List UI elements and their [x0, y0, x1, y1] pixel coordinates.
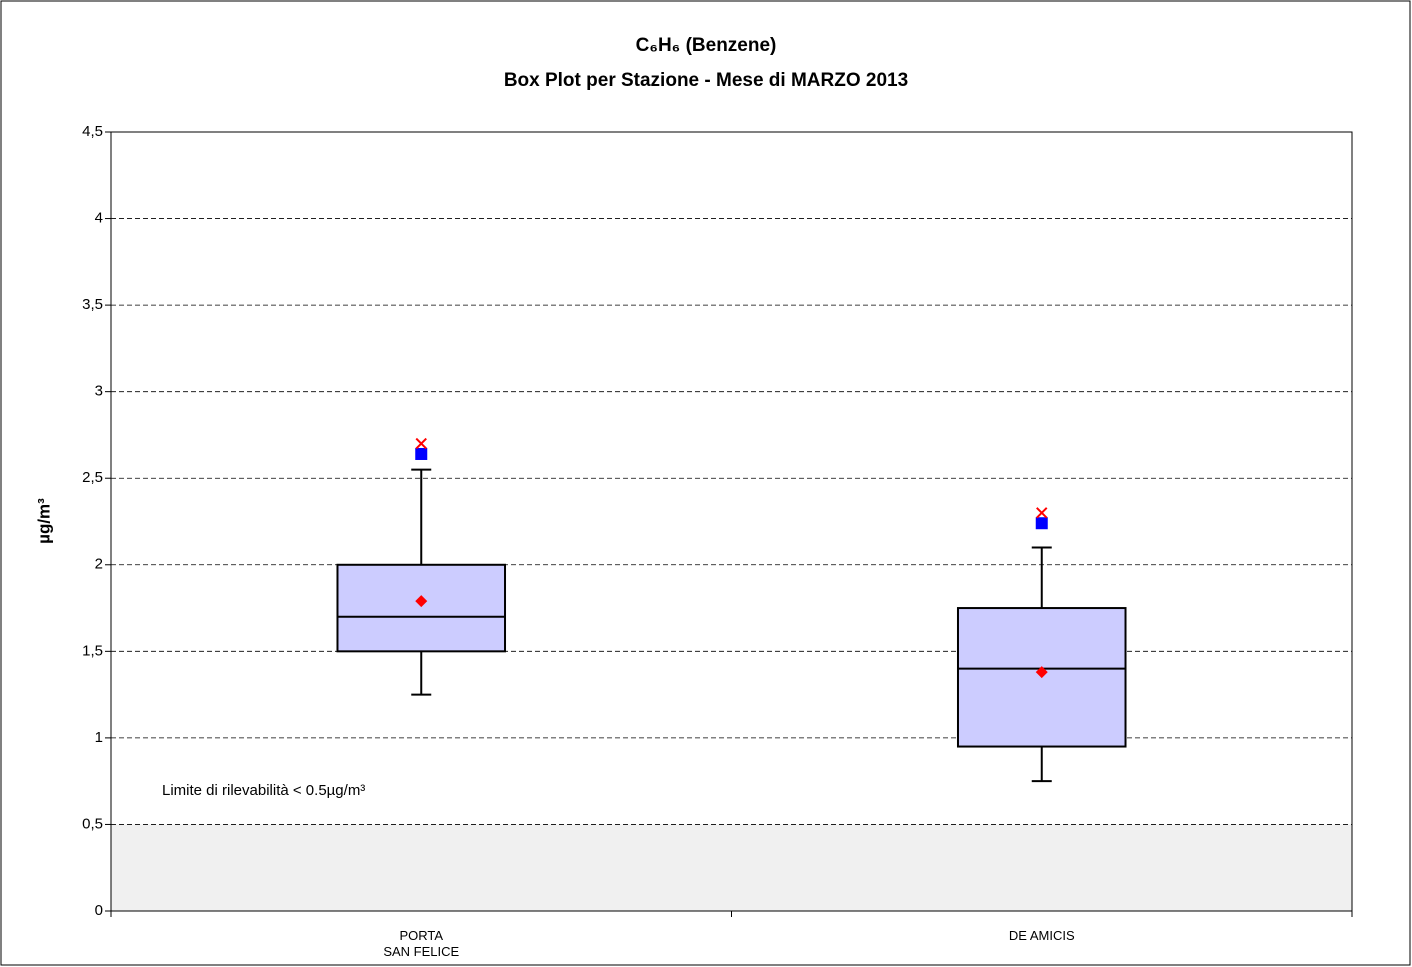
mean-marker: [415, 595, 428, 608]
detection-limit-band: [111, 824, 1352, 911]
chart-title: C₆H₆ (Benzene): [636, 35, 777, 56]
y-tick-label: 1,5: [82, 642, 103, 659]
y-axis-label: µg/m³: [34, 498, 53, 544]
square-marker: [1035, 517, 1048, 530]
mean-marker: [1035, 666, 1048, 679]
chart-subtitle: Box Plot per Stazione - Mese di MARZO 20…: [504, 70, 908, 91]
y-tick-label: 1: [95, 729, 103, 746]
annotation: Limite di rilevabilità < 0.5µg/m³: [162, 782, 365, 799]
y-tick-label: 2: [95, 556, 103, 573]
x-tick-label: DE AMICIS: [1008, 928, 1075, 943]
y-tick-label: 4: [95, 210, 103, 227]
y-tick-label: 2,5: [82, 469, 103, 486]
y-tick-label: 0,5: [82, 815, 103, 832]
square-marker: [415, 447, 428, 460]
x-tick-label: PORTA SAN FELICE: [383, 928, 460, 959]
y-tick-label: 3,5: [82, 296, 103, 313]
box: [336, 563, 507, 653]
y-tick-label: 4,5: [82, 123, 103, 140]
y-tick-label: 0: [95, 902, 103, 919]
y-tick-label: 3: [95, 383, 103, 400]
cross-marker: [1036, 507, 1048, 519]
cross-marker: [415, 437, 427, 450]
